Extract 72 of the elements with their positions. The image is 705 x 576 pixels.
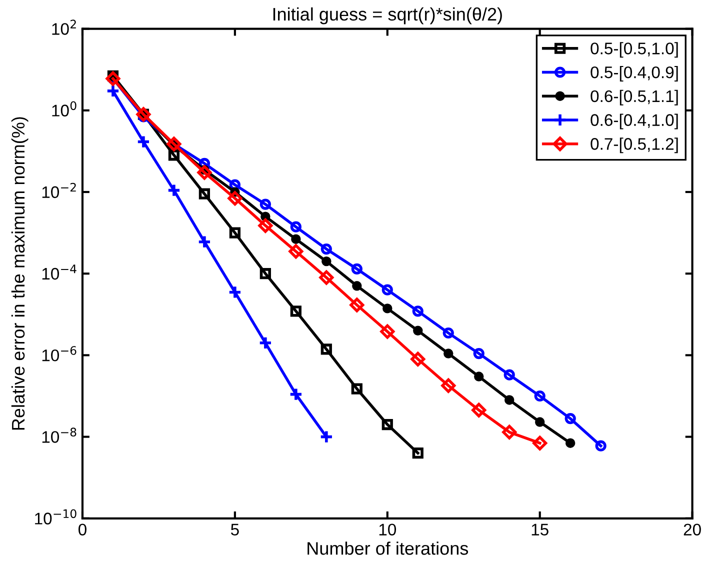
x-tick-label: 10 <box>379 524 396 536</box>
point <box>228 191 242 206</box>
point <box>564 413 576 424</box>
point <box>502 424 517 440</box>
point <box>595 440 606 452</box>
y-tick-label: 10$^{0}$ <box>52 101 76 116</box>
point <box>474 372 484 382</box>
point <box>229 179 240 190</box>
point <box>168 150 180 161</box>
point <box>504 395 514 405</box>
point <box>565 438 576 448</box>
chart-title: Initial guess = sqrt(r)*sin(θ/2) <box>273 7 502 24</box>
point <box>106 84 120 98</box>
point <box>198 188 210 200</box>
point <box>290 221 302 232</box>
point <box>413 326 423 336</box>
legend-label: 0.7-[0.5,1.2] <box>590 138 678 154</box>
legend-label: 0.6-[0.4,1.0] <box>590 114 678 130</box>
point <box>442 327 454 339</box>
point <box>319 430 334 444</box>
point <box>260 268 271 280</box>
y-tick-label: 10$^{−8}$ <box>42 428 76 443</box>
point <box>291 234 301 244</box>
point <box>229 227 240 238</box>
point <box>352 281 362 291</box>
point <box>288 387 303 402</box>
legend-label: 0.5-[0.5,1.0] <box>590 42 678 58</box>
point <box>167 183 181 198</box>
legend-label: 0.5-[0.4,0.9] <box>590 66 678 82</box>
point <box>473 348 484 360</box>
point <box>380 324 395 339</box>
point <box>322 256 332 266</box>
point <box>382 418 393 430</box>
point <box>351 383 362 394</box>
y-tick-label: 10$^{−4}$ <box>42 264 76 280</box>
y-axis-title: Relative error in the maximum norm(%) <box>11 117 28 430</box>
point <box>472 402 486 418</box>
point <box>532 436 548 450</box>
y-tick-label: 10$^{−6}$ <box>42 346 76 362</box>
point <box>319 270 334 285</box>
point <box>320 344 332 355</box>
point <box>320 243 332 255</box>
point <box>258 336 272 350</box>
point <box>260 198 271 210</box>
point <box>228 285 242 300</box>
point <box>444 348 454 358</box>
x-tick-label: 20 <box>684 524 701 536</box>
point <box>351 263 362 275</box>
point <box>534 417 545 427</box>
point <box>290 306 302 317</box>
y-tick-label: 10$^{2}$ <box>52 20 76 35</box>
point <box>534 390 546 402</box>
point <box>198 234 212 249</box>
x-tick-label: 5 <box>230 524 239 536</box>
x-tick-label: 15 <box>532 524 548 536</box>
y-tick-label: 10$^{−2}$ <box>42 182 76 198</box>
legend-label: 0.6-[0.5,1.1] <box>590 90 678 106</box>
point <box>441 378 456 393</box>
point <box>382 284 393 296</box>
point <box>197 165 212 180</box>
point <box>258 218 273 233</box>
point <box>410 352 426 366</box>
point <box>350 298 364 312</box>
point <box>288 244 304 259</box>
y-tick-label: 10$^{−10}$ <box>35 509 76 524</box>
x-axis-title: Number of iterations <box>308 542 468 555</box>
point <box>382 304 392 314</box>
point <box>412 447 424 459</box>
x-tick-label: 0 <box>78 524 86 536</box>
point <box>504 369 515 380</box>
point <box>136 134 150 149</box>
point <box>412 306 424 317</box>
